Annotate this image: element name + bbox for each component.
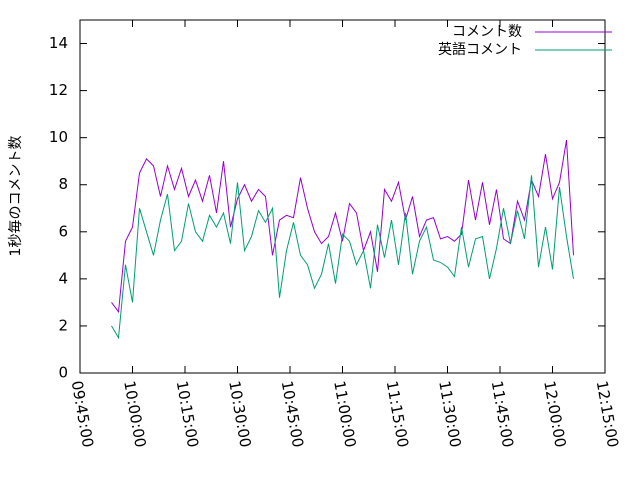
y-tick-label: 4 (58, 269, 68, 287)
x-tick-label: 11:30:00 (435, 379, 464, 448)
y-tick-label: 0 (58, 364, 68, 382)
x-tick-label: 10:15:00 (173, 379, 202, 448)
y-axis-label: 1秒毎のコメント数 (8, 136, 24, 257)
x-tick-label: 12:15:00 (593, 379, 622, 448)
x-tick-label: 10:30:00 (225, 379, 254, 448)
x-tick-label: 12:00:00 (540, 379, 569, 448)
y-tick-label: 10 (49, 128, 68, 146)
y-tick-label: 6 (58, 222, 68, 240)
x-tick-label: 10:00:00 (120, 379, 149, 448)
series-line (111, 139, 574, 314)
x-tick-label: 10:45:00 (278, 379, 307, 448)
x-tick-label: 11:00:00 (330, 379, 359, 448)
y-tick-label: 14 (49, 34, 68, 52)
series-line (111, 175, 574, 340)
x-tick-label: 11:15:00 (383, 379, 412, 448)
plot-border (79, 19, 606, 374)
y-tick-label: 12 (49, 81, 68, 99)
y-tick-label: 8 (58, 175, 68, 193)
x-tick-label: 09:45:00 (68, 379, 97, 448)
y-tick-label: 2 (58, 316, 68, 334)
x-tick-label: 11:45:00 (488, 379, 517, 448)
legend-label: 英語コメント (438, 41, 522, 58)
legend-label: コメント数 (452, 24, 522, 40)
